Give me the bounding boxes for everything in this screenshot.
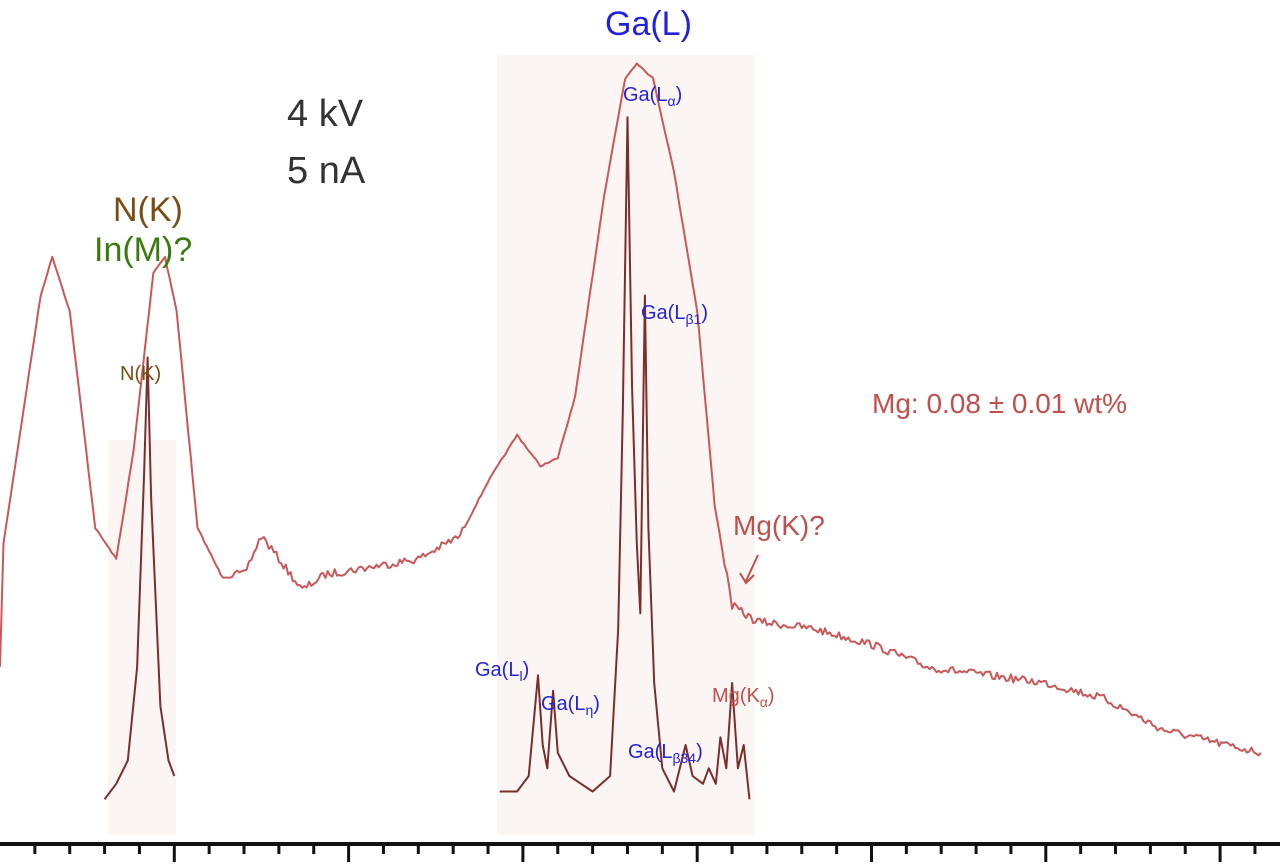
ga-ln-sub: η	[585, 702, 594, 718]
label-ga-lb1: Ga(Lβ1)	[641, 303, 708, 326]
ga-lb34-base: Ga(L	[628, 741, 673, 763]
label-nk-main: N(K)	[113, 191, 183, 229]
x-axis	[0, 842, 1280, 862]
ga-ln-base: Ga(L	[541, 693, 586, 715]
label-nk-peak: N(K)	[120, 363, 162, 385]
ga-lb1-sub: β1	[685, 311, 702, 327]
mg-ka-close: )	[767, 685, 775, 707]
ga-la-sub: α	[667, 93, 676, 109]
label-mg-k: Mg(K)?	[733, 510, 825, 541]
ga-lb1-close: )	[701, 302, 708, 324]
ga-ll-sub: l	[519, 668, 523, 684]
label-mg-ka: Mg(Kα)	[712, 686, 775, 709]
ga-lb1-base: Ga(L	[641, 302, 686, 324]
ga-ll-close: )	[522, 659, 530, 681]
ga-ll-base: Ga(L	[475, 659, 520, 681]
ga-lb34-sub: β34	[672, 750, 697, 766]
mg-ka-base: Mg(K	[712, 685, 760, 707]
ga-ln-close: )	[593, 693, 600, 715]
ga-la-close: )	[675, 84, 683, 106]
label-ga-main: Ga(L)	[605, 5, 692, 43]
series-envelope	[0, 62, 1262, 757]
label-ga-ln: Ga(Lη)	[541, 694, 600, 717]
label-in-main: In(M)?	[94, 231, 193, 269]
mg-concentration: Mg: 0.08 ± 0.01 wt%	[872, 388, 1128, 419]
mg-ka-sub: α	[759, 694, 768, 710]
series-n-k-peak	[103, 356, 176, 800]
label-ga-lb34: Ga(Lβ34)	[628, 742, 703, 765]
label-ga-la: Ga(Lα)	[623, 85, 682, 108]
voltage-label: 4 kV	[287, 93, 364, 135]
current-label: 5 nA	[287, 150, 366, 192]
ga-lb34-close: )	[696, 741, 703, 763]
mg-k-arrow	[739, 554, 759, 585]
ga-la-base: Ga(L	[623, 84, 668, 106]
nk-highlight-band	[108, 440, 176, 835]
series-ga-l-peaks	[499, 116, 751, 800]
label-ga-ll: Ga(Ll)	[475, 660, 529, 683]
